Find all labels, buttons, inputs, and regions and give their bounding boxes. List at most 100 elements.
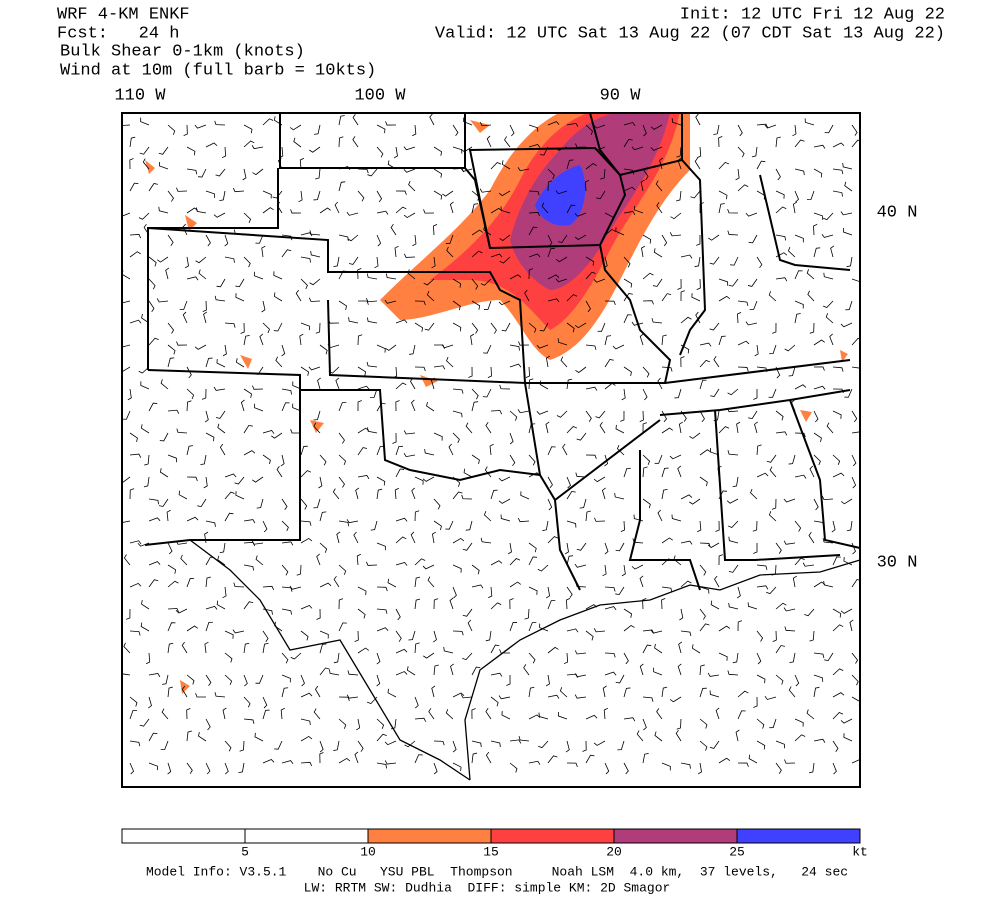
- wind-barb: [433, 168, 443, 178]
- wind-barb: [452, 740, 457, 753]
- wind-barb: [395, 608, 401, 621]
- wind-barb: [274, 621, 283, 632]
- wind-barb: [555, 256, 568, 263]
- wind-barb: [403, 146, 416, 151]
- wind-barb: [414, 300, 426, 306]
- wind-barb: [547, 446, 556, 456]
- wind-barb: [844, 388, 853, 398]
- wind-barb: [338, 622, 347, 632]
- wind-barb: [300, 498, 308, 510]
- wind-barb: [678, 421, 683, 434]
- wind-barb: [195, 207, 207, 214]
- wind-barb: [783, 540, 796, 545]
- wind-barb: [243, 696, 251, 708]
- wind-barb: [565, 597, 571, 610]
- wind-barb: [726, 498, 739, 504]
- wind-barb: [840, 608, 853, 614]
- wind-barb: [205, 190, 216, 198]
- wind-barb: [727, 230, 739, 236]
- init-time: Init: 12 UTC Fri 12 Aug 22: [680, 5, 945, 24]
- wind-barb: [243, 519, 256, 524]
- wind-barb: [460, 694, 473, 699]
- wind-barb: [222, 586, 227, 599]
- wind-barb: [794, 270, 803, 280]
- wind-barb: [574, 650, 587, 655]
- wind-barb: [615, 424, 625, 434]
- wind-barb: [300, 692, 313, 698]
- wind-barb: [262, 520, 268, 533]
- wind-barb: [545, 674, 550, 687]
- wind-barb: [433, 432, 443, 441]
- colorbar-tick-label: 10: [360, 844, 376, 859]
- wind-barb: [821, 495, 834, 501]
- wind-barb: [167, 357, 175, 368]
- wind-barb: [566, 520, 577, 528]
- wind-barb: [485, 708, 492, 720]
- wind-barb: [596, 190, 606, 200]
- wind-barb: [615, 586, 625, 596]
- wind-barb: [517, 517, 530, 523]
- map-frame: [121, 112, 861, 788]
- field-name: Bulk Shear 0-1km (knots): [60, 42, 305, 61]
- wind-barb: [507, 542, 512, 555]
- wind-barb: [851, 476, 857, 489]
- wind-barb: [122, 476, 131, 483]
- wind-barb: [699, 623, 710, 632]
- wind-barb: [794, 384, 807, 390]
- wind-barb: [750, 488, 758, 500]
- wind-barb: [148, 579, 159, 588]
- wind-barb: [235, 358, 245, 368]
- wind-barb: [832, 454, 841, 465]
- wind-barb: [498, 476, 511, 482]
- wind-barb: [290, 652, 302, 660]
- wind-barb: [204, 531, 209, 544]
- state-borders: [144, 112, 861, 781]
- wind-barb: [671, 118, 682, 126]
- wind-barb: [289, 585, 302, 590]
- wind-barb: [309, 146, 321, 153]
- wind-barb: [680, 316, 692, 324]
- wind-barb: [498, 190, 511, 197]
- wind-barb: [452, 322, 462, 332]
- wind-barb: [851, 542, 856, 555]
- wind-barb: [446, 246, 454, 258]
- wind-barb: [160, 740, 169, 750]
- wind-barb: [555, 278, 568, 283]
- wind-barb: [240, 322, 245, 334]
- wind-barb: [623, 366, 632, 377]
- wind-barb: [395, 319, 408, 324]
- wind-barb: [748, 234, 758, 244]
- wind-barb: [751, 146, 758, 158]
- wind-barb: [851, 696, 860, 706]
- wind-barb: [826, 422, 834, 434]
- wind-barb: [471, 278, 479, 290]
- wind-barb: [509, 598, 514, 610]
- wind-barb: [156, 298, 169, 303]
- wind-barb: [756, 740, 766, 750]
- wind-barb: [851, 454, 857, 467]
- wind-barb: [710, 600, 720, 610]
- wind-barb: [735, 168, 740, 181]
- wind-barb: [376, 488, 383, 500]
- wind-barb: [140, 622, 150, 632]
- wind-barb: [680, 356, 685, 368]
- wind-barb: [148, 256, 157, 267]
- wind-barb: [309, 230, 321, 236]
- wind-barb: [642, 629, 655, 634]
- wind-barb: [470, 333, 475, 346]
- wind-barb: [217, 555, 226, 566]
- wind-barb: [385, 273, 397, 280]
- wind-barb: [775, 431, 788, 436]
- wind-barb: [639, 575, 644, 588]
- wind-barb: [784, 344, 796, 352]
- wind-barb: [482, 388, 492, 398]
- wind-barb: [732, 652, 739, 664]
- wind-barb: [182, 311, 188, 324]
- wind-barb: [771, 498, 777, 510]
- wind-barb: [198, 269, 207, 280]
- wind-barb: [509, 454, 516, 467]
- wind-barb: [728, 278, 739, 287]
- wind-barb: [518, 341, 530, 346]
- wind-barb: [775, 190, 785, 199]
- wind-barb: [775, 762, 782, 774]
